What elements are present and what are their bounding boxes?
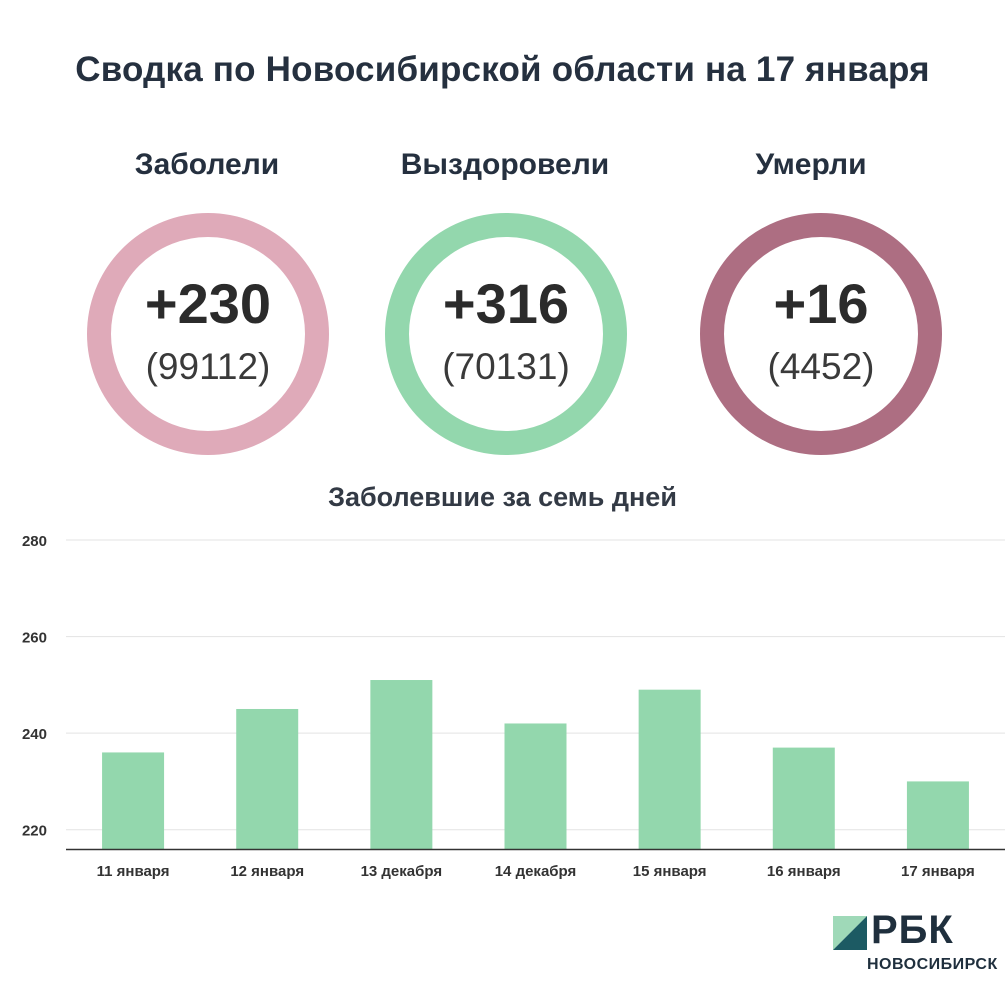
stat-recovered-label-block: Выздоровели: [355, 148, 655, 182]
stat-recovered-ring: +316 (70131): [385, 213, 627, 455]
stat-died-ring: +16 (4452): [700, 213, 942, 455]
stat-infected-label-block: Заболели: [57, 148, 357, 182]
stat-recovered-delta: +316: [442, 272, 570, 335]
bar: [236, 708, 299, 849]
stat-died-delta: +16: [773, 272, 869, 335]
y-tick-label: 220: [22, 823, 47, 840]
x-tick-label: 16 января: [767, 863, 841, 880]
bar-chart: 220 240 260 280 11 января 12 января 13 декабря…: [22, 533, 1005, 880]
logo-sub: НОВОСИБИРСК: [867, 956, 998, 973]
x-tick-label: 17 января: [901, 863, 975, 880]
stat-recovered-label: Выздоровели: [400, 148, 610, 181]
rbc-logo-icon: [833, 916, 867, 950]
stat-died-label: Умерли: [755, 148, 867, 181]
x-tick-label: 13 декабря: [361, 863, 443, 880]
y-tick-label: 260: [22, 630, 47, 647]
chart-title: Заболевшие за семь дней: [328, 482, 677, 512]
x-tick-label: 11 января: [97, 863, 170, 880]
y-tick-label: 240: [22, 726, 47, 743]
y-tick-label: 280: [22, 533, 47, 550]
bar: [504, 723, 567, 849]
bar: [102, 752, 165, 849]
stat-died-total: (4452): [767, 346, 875, 387]
stat-infected-total: (99112): [145, 346, 271, 387]
stat-infected-ring: +230 (99112): [87, 213, 329, 455]
stat-infected-delta: +230: [144, 272, 272, 335]
x-tick-label: 14 декабря: [495, 863, 577, 880]
page-title: Сводка по Новосибирской области на 17 ян…: [75, 50, 930, 89]
bar: [370, 680, 433, 849]
stat-infected-label: Заболели: [134, 148, 280, 181]
stat-recovered-total: (70131): [442, 346, 570, 387]
bar: [906, 781, 969, 849]
x-tick-label: 15 января: [633, 863, 707, 880]
stat-died-label-block: Умерли: [661, 148, 961, 182]
logo-brand: РБК: [871, 908, 954, 952]
bar: [638, 689, 701, 849]
bar: [772, 747, 835, 849]
x-tick-label: 12 января: [230, 863, 304, 880]
